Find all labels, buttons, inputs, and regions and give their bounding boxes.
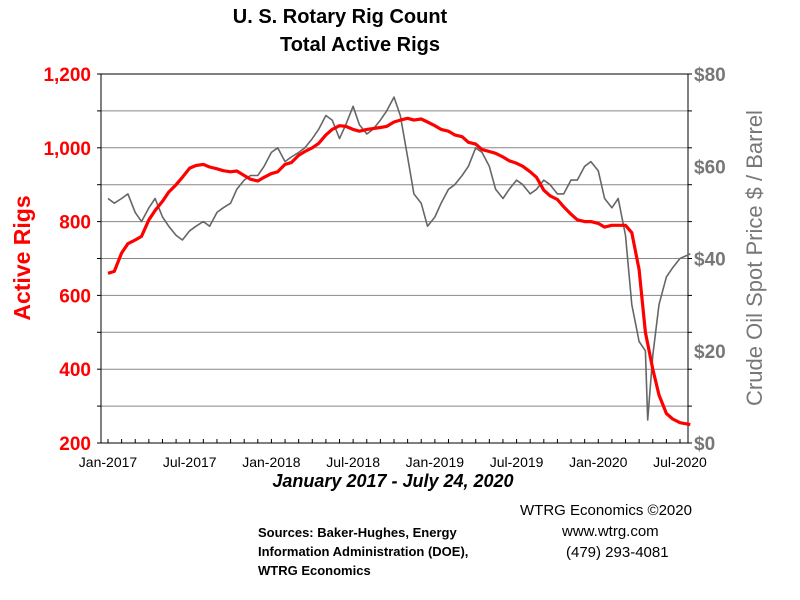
rig-count-series bbox=[107, 116, 691, 427]
x-tick-label: Jul-2020 bbox=[653, 454, 707, 470]
x-tick-marks bbox=[97, 73, 692, 444]
oil-price-line bbox=[107, 96, 691, 421]
x-tick-label: Jan-2018 bbox=[242, 454, 301, 470]
x-tick-label: Jan-2020 bbox=[569, 454, 628, 470]
chart-title-line2: Total Active Rigs bbox=[280, 34, 440, 56]
y-axis-label-left: Active Rigs bbox=[9, 195, 35, 320]
x-tick-label: Jul-2018 bbox=[326, 454, 380, 470]
chart-subtitle: January 2017 - July 24, 2020 bbox=[272, 471, 513, 491]
y-tick-label-left: 400 bbox=[59, 360, 91, 381]
y-tick-label-left: 1,000 bbox=[43, 139, 91, 160]
x-tick-label: Jan-2019 bbox=[406, 454, 465, 470]
left-axis-ticks: 200 400 600 800 1,000 1,200 bbox=[43, 65, 91, 455]
x-tick-label: Jan-2017 bbox=[79, 454, 138, 470]
y-tick-label-left: 800 bbox=[59, 213, 91, 234]
chart-title: U. S. Rotary Rig Count bbox=[233, 6, 448, 28]
oil-price-series bbox=[107, 96, 691, 421]
y-tick-label-right: $40 bbox=[694, 250, 726, 271]
y-tick-label-left: 200 bbox=[59, 434, 91, 455]
x-tick-label: Jul-2019 bbox=[490, 454, 544, 470]
sources-line-2: Information Administration (DOE), bbox=[258, 544, 468, 559]
y-tick-label-left: 1,200 bbox=[43, 65, 91, 86]
credit-website: www.wtrg.com bbox=[561, 523, 659, 540]
credit-phone: (479) 293-4081 bbox=[566, 544, 669, 561]
credit-line-1: WTRG Economics ©2020 bbox=[520, 502, 692, 519]
y-tick-label-left: 600 bbox=[59, 286, 91, 307]
y-tick-label-right: $20 bbox=[694, 342, 726, 363]
right-axis-ticks: $0 $20 $40 $60 $80 bbox=[694, 65, 726, 455]
x-tick-label: Jul-2017 bbox=[163, 454, 217, 470]
rig-count-line bbox=[107, 116, 691, 427]
y-tick-label-right: $80 bbox=[694, 65, 726, 86]
sources-line-3: WTRG Economics bbox=[258, 563, 371, 578]
y-axis-label-right: Crude Oil Spot Price $ / Barrel bbox=[742, 110, 767, 406]
y-tick-label-right: $60 bbox=[694, 157, 726, 178]
sources-line-1: Sources: Baker-Hughes, Energy bbox=[258, 525, 457, 540]
grid-lines bbox=[101, 110, 688, 407]
y-tick-label-right: $0 bbox=[694, 434, 715, 455]
x-axis-ticks: Jan-2017 Jul-2017 Jan-2018 Jul-2018 Jan-2019… bbox=[79, 454, 707, 470]
